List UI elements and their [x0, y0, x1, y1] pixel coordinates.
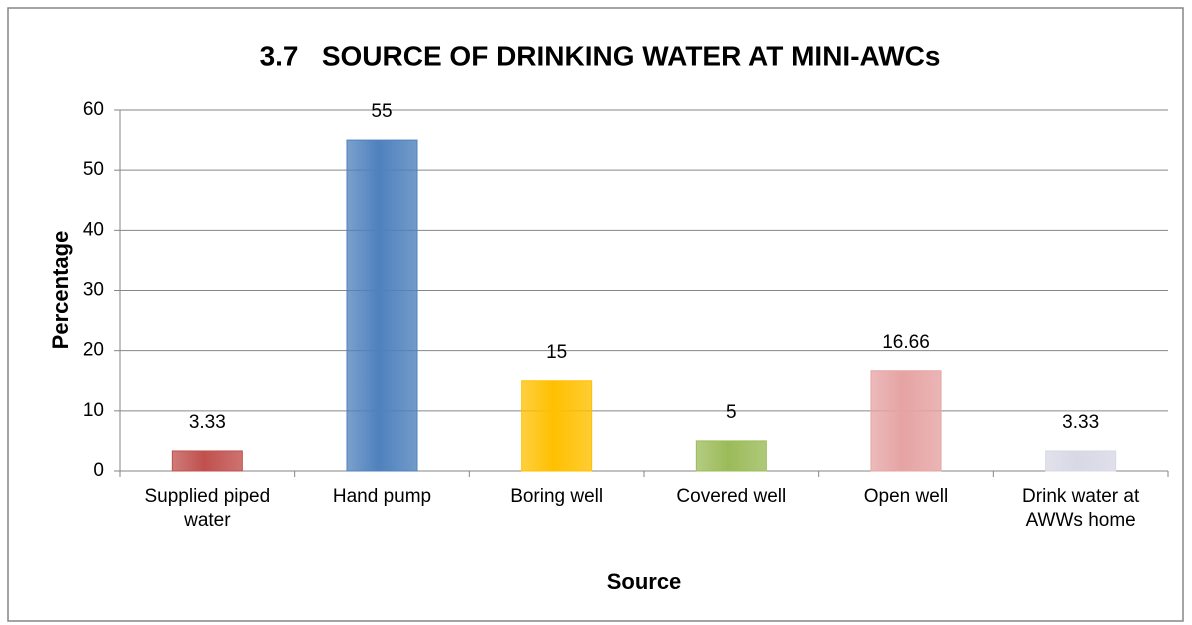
bar	[171, 450, 243, 472]
x-tick-label: Open well	[863, 486, 949, 507]
data-label: 3.33	[189, 412, 226, 433]
y-tick-label: 10	[83, 400, 104, 421]
y-axis-title: Percentage	[48, 231, 73, 350]
x-tick-label: Hand pump	[332, 486, 432, 507]
y-tick-label: 30	[83, 280, 104, 301]
y-tick-label: 20	[83, 340, 104, 361]
chart-title: 3.7 SOURCE OF DRINKING WATER AT MINI-AWC…	[260, 40, 941, 71]
y-tick-label: 0	[93, 460, 104, 481]
bar	[346, 139, 418, 472]
data-label: 5	[726, 402, 737, 423]
x-tick-label-box: Boring well	[510, 486, 604, 507]
y-tick-label: 40	[83, 219, 104, 240]
x-tick-label-box: Supplied piped water	[144, 486, 271, 531]
x-tick-label: Drink water at AWWs home	[1022, 486, 1140, 531]
x-tick-label: Boring well	[510, 486, 604, 507]
x-tick-label: Covered well	[676, 486, 787, 507]
bar	[870, 370, 942, 472]
x-tick-label-box: Open well	[863, 486, 949, 507]
bar	[695, 440, 767, 472]
data-label: 55	[371, 101, 392, 122]
x-tick-label-box: Drink water at AWWs home	[1022, 486, 1140, 531]
x-axis-title: Source	[607, 569, 682, 594]
bar	[1045, 450, 1117, 472]
x-tick-label-box: Covered well	[676, 486, 787, 507]
data-label: 15	[546, 342, 567, 363]
y-tick-label: 60	[83, 99, 104, 120]
x-tick-label-box: Hand pump	[332, 486, 432, 507]
data-label: 3.33	[1062, 412, 1099, 433]
y-tick-label: 50	[83, 159, 104, 180]
x-tick-label: Supplied piped water	[144, 486, 271, 531]
bar	[521, 380, 593, 472]
data-label: 16.66	[882, 332, 930, 353]
